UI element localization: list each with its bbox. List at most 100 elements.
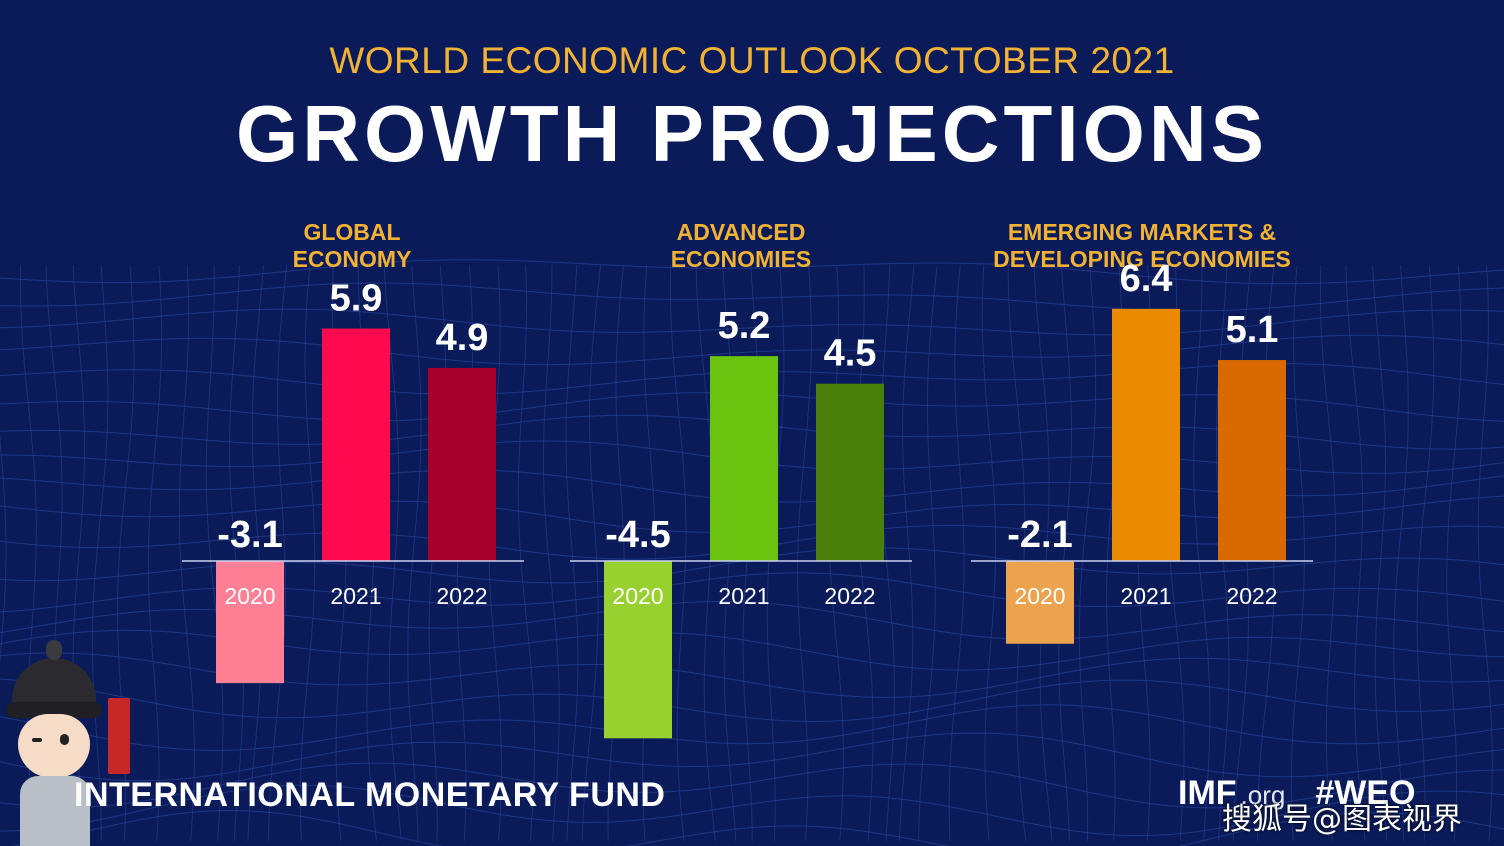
data-label: -3.1 (217, 514, 282, 556)
grid-line-horizontal (0, 282, 1504, 312)
grid-line-vertical (383, 264, 402, 842)
grid-line-vertical (268, 264, 288, 842)
tick-label: 2022 (824, 583, 875, 609)
data-label: 5.9 (330, 278, 383, 320)
grid-line-vertical (1193, 265, 1211, 842)
chart-title-line: ECONOMY (293, 246, 412, 272)
chart-title-line: ECONOMIES (671, 246, 812, 272)
grid-line-vertical (147, 264, 163, 842)
hashtag[interactable]: #WEO (1315, 774, 1416, 812)
bar-2021 (710, 356, 778, 561)
grid-line-vertical (565, 264, 579, 842)
tick-label: 2020 (1014, 583, 1065, 609)
bar-2020 (604, 561, 672, 739)
grid-line-vertical (1078, 264, 1097, 842)
grid-line-vertical (407, 264, 422, 842)
grid-line-vertical (205, 264, 224, 842)
grid-line-horizontal (0, 784, 1504, 837)
mascot-hat-brim (6, 702, 102, 718)
tick-label: 2021 (718, 583, 769, 609)
tick-label: 2022 (436, 583, 487, 609)
grid-line-horizontal (0, 704, 1504, 751)
grid-line-vertical (178, 264, 195, 842)
grid-line-vertical (1320, 264, 1337, 842)
grid-line-vertical (229, 264, 244, 842)
grid-line-vertical (981, 264, 997, 842)
grid-line-vertical (0, 434, 7, 666)
page-title: GROWTH PROJECTIONS (235, 89, 1269, 178)
data-label: 4.5 (824, 333, 877, 375)
chart-title-line: EMERGING MARKETS & (1008, 219, 1276, 245)
grid-line-horizontal (0, 678, 1504, 723)
grid-line-vertical (1033, 264, 1053, 842)
data-label: -2.1 (1007, 514, 1072, 556)
chart-title-line: DEVELOPING ECONOMIES (993, 246, 1291, 272)
grid-line-vertical (1416, 264, 1435, 842)
data-label: -4.5 (605, 514, 670, 556)
bar-2022 (816, 383, 884, 561)
grid-line-vertical (581, 264, 601, 842)
data-label: 4.9 (436, 317, 489, 359)
grid-line-vertical (797, 264, 812, 842)
grid-line-vertical (1372, 264, 1388, 842)
grid-line-vertical (247, 264, 265, 842)
grid-line-vertical (918, 264, 938, 842)
organization-name: INTERNATIONAL MONETARY FUND (74, 776, 666, 814)
bar-2020 (216, 561, 284, 684)
tick-label: 2022 (1226, 583, 1277, 609)
grid-line-vertical (1345, 264, 1366, 842)
watermark-text: 搜狐号@图表视界 (1222, 802, 1462, 837)
grid-line-horizontal (0, 762, 1504, 809)
grid-line-vertical (1477, 264, 1493, 842)
report-subtitle: WORLD ECONOMIC OUTLOOK OCTOBER 2021 (329, 40, 1175, 81)
grid-line-vertical (542, 264, 560, 842)
grid-line-vertical (898, 264, 915, 842)
mascot-hat-knob (46, 640, 62, 660)
mascot-eye-left (32, 738, 42, 742)
mascot-eye-right (60, 734, 69, 745)
grid-line-horizontal (0, 259, 1504, 285)
grid-line-vertical (517, 264, 536, 842)
grid-line-vertical (299, 264, 316, 842)
red-seal-stamp (108, 698, 130, 774)
mascot-illustration (2, 640, 106, 846)
chart-panel: EMERGING MARKETS &DEVELOPING ECONOMIES -2… (971, 219, 1313, 644)
grid-line-horizontal (0, 308, 1504, 336)
grid-line-horizontal (0, 334, 1504, 366)
bar-2021 (1112, 308, 1180, 561)
bar-2022 (428, 367, 496, 561)
grid-line-vertical (670, 264, 687, 842)
grid-line-vertical (1058, 264, 1072, 842)
mascot-face (18, 714, 90, 778)
grid-line-vertical (948, 264, 965, 842)
tick-label: 2021 (330, 583, 381, 609)
bar-2021 (322, 328, 390, 561)
data-label: 6.4 (1120, 258, 1173, 300)
grid-line-vertical (879, 264, 895, 842)
grid-line-vertical (1393, 264, 1409, 842)
site-suffix[interactable]: .org (1240, 780, 1286, 810)
tick-label: 2020 (612, 583, 663, 609)
bar-2020 (1006, 561, 1074, 644)
tick-label: 2021 (1120, 583, 1171, 609)
grid-line-vertical (91, 264, 109, 841)
chart-title-line: ADVANCED (677, 219, 806, 245)
grid-line-vertical (1446, 264, 1462, 842)
tick-label: 2020 (224, 583, 275, 609)
bar-2022 (1218, 360, 1286, 561)
chart-title-line: GLOBAL (303, 219, 400, 245)
grid-line-vertical (642, 264, 656, 842)
footer-links: IMF .org #WEO (1178, 774, 1415, 813)
grid-line-vertical (607, 264, 625, 842)
data-label: 5.2 (718, 305, 771, 347)
data-label: 5.1 (1226, 309, 1279, 351)
grid-line-vertical (1290, 264, 1306, 842)
site-link[interactable]: IMF (1178, 774, 1237, 812)
grid-line-horizontal (11, 809, 1504, 846)
mascot-robe (20, 776, 90, 846)
grid-line-vertical (1007, 264, 1027, 842)
